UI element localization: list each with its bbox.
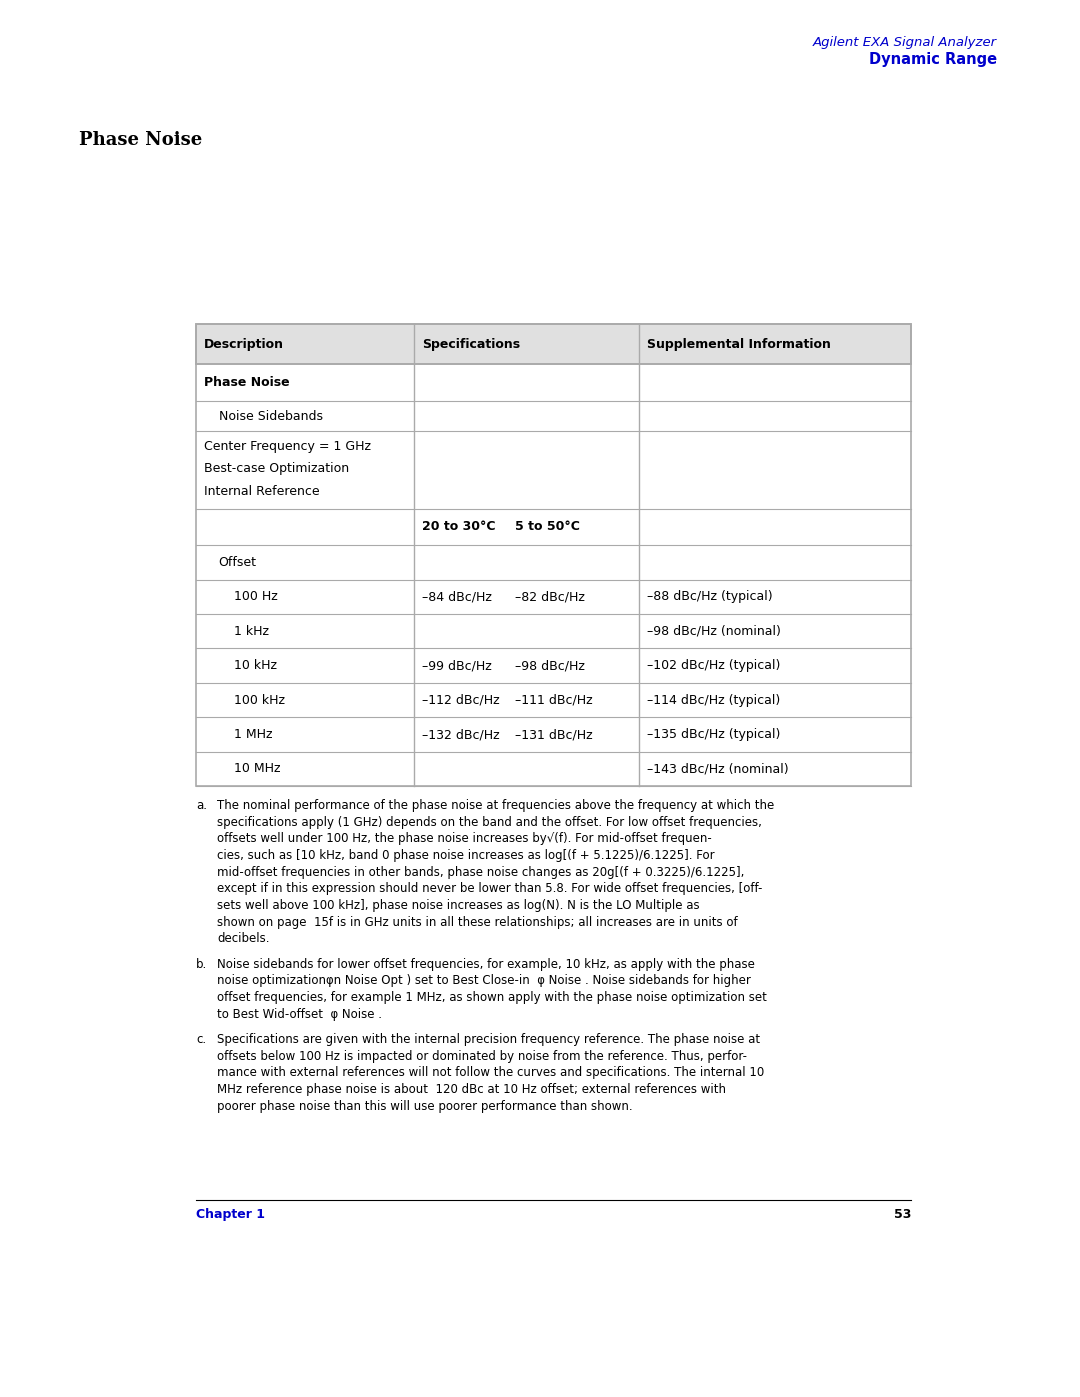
Text: Specifications are given with the internal precision frequency reference. The ph: Specifications are given with the intern…: [217, 1032, 760, 1046]
Text: Noise Sidebands: Noise Sidebands: [218, 409, 323, 423]
Text: offsets below 100 Hz is impacted or dominated by noise from the reference. Thus,: offsets below 100 Hz is impacted or domi…: [217, 1049, 747, 1063]
Text: 100 kHz: 100 kHz: [233, 693, 285, 707]
Text: –84 dBc/Hz: –84 dBc/Hz: [421, 591, 491, 604]
Text: b.: b.: [197, 958, 207, 971]
Text: offsets well under 100 Hz, the phase noise increases by√(f). For mid-offset freq: offsets well under 100 Hz, the phase noi…: [217, 833, 712, 845]
Text: decibels.: decibels.: [217, 932, 270, 946]
Text: –82 dBc/Hz: –82 dBc/Hz: [514, 591, 584, 604]
Text: Center Frequency = 1 GHz: Center Frequency = 1 GHz: [204, 440, 370, 453]
Text: Description: Description: [204, 338, 284, 351]
Text: –99 dBc/Hz: –99 dBc/Hz: [421, 659, 491, 672]
Text: offset frequencies, for example 1 MHz, as shown apply with the phase noise optim: offset frequencies, for example 1 MHz, a…: [217, 990, 767, 1004]
Text: Supplemental Information: Supplemental Information: [647, 338, 831, 351]
Text: 100 Hz: 100 Hz: [233, 591, 278, 604]
Text: Agilent EXA Signal Analyzer: Agilent EXA Signal Analyzer: [813, 36, 997, 49]
Text: –114 dBc/Hz (typical): –114 dBc/Hz (typical): [647, 693, 780, 707]
Text: Phase Noise: Phase Noise: [79, 131, 202, 149]
Text: specifications apply (1 GHz) depends on the band and the offset. For low offset : specifications apply (1 GHz) depends on …: [217, 816, 761, 828]
Text: Chapter 1: Chapter 1: [197, 1208, 265, 1221]
Text: –102 dBc/Hz (typical): –102 dBc/Hz (typical): [647, 659, 780, 672]
Text: mance with external references will not follow the curves and specifications. Th: mance with external references will not …: [217, 1066, 765, 1080]
Text: a.: a.: [197, 799, 207, 812]
Text: except if in this expression should never be lower than 5.8. For wide offset fre: except if in this expression should neve…: [217, 883, 762, 895]
Text: 5 to 50°C: 5 to 50°C: [514, 521, 580, 534]
Text: 1 MHz: 1 MHz: [233, 728, 272, 740]
Bar: [197, 324, 910, 365]
Text: Dynamic Range: Dynamic Range: [868, 52, 997, 67]
Text: cies, such as [10 kHz, band 0 phase noise increases as log[(f + 5.1225)/6.1225].: cies, such as [10 kHz, band 0 phase nois…: [217, 849, 715, 862]
Text: Phase Noise: Phase Noise: [204, 376, 289, 390]
Text: sets well above 100 kHz], phase noise increases as log(N). N is the LO Multiple : sets well above 100 kHz], phase noise in…: [217, 900, 700, 912]
Text: –143 dBc/Hz (nominal): –143 dBc/Hz (nominal): [647, 763, 788, 775]
Text: poorer phase noise than this will use poorer performance than shown.: poorer phase noise than this will use po…: [217, 1099, 633, 1113]
Text: Internal Reference: Internal Reference: [204, 485, 320, 497]
Text: –132 dBc/Hz: –132 dBc/Hz: [421, 728, 499, 740]
Text: Best-case Optimization: Best-case Optimization: [204, 462, 349, 475]
Text: Noise sidebands for lower offset frequencies, for example, 10 kHz, as apply with: Noise sidebands for lower offset frequen…: [217, 958, 755, 971]
Text: –98 dBc/Hz: –98 dBc/Hz: [514, 659, 584, 672]
Text: –98 dBc/Hz (nominal): –98 dBc/Hz (nominal): [647, 624, 781, 638]
Text: 10 kHz: 10 kHz: [233, 659, 276, 672]
Text: noise optimizationφn Noise Opt ) set to Best Close-in  φ Noise . Noise sidebands: noise optimizationφn Noise Opt ) set to …: [217, 975, 751, 988]
Text: MHz reference phase noise is about  120 dBc at 10 Hz offset; external references: MHz reference phase noise is about 120 d…: [217, 1083, 726, 1097]
Text: –131 dBc/Hz: –131 dBc/Hz: [514, 728, 592, 740]
Text: shown on page  15f is in GHz units in all these relationships; all increases are: shown on page 15f is in GHz units in all…: [217, 916, 738, 929]
Text: c.: c.: [197, 1032, 206, 1046]
Text: Specifications: Specifications: [421, 338, 519, 351]
Text: –112 dBc/Hz: –112 dBc/Hz: [421, 693, 499, 707]
Text: 10 MHz: 10 MHz: [233, 763, 281, 775]
Text: –88 dBc/Hz (typical): –88 dBc/Hz (typical): [647, 591, 772, 604]
Text: –111 dBc/Hz: –111 dBc/Hz: [514, 693, 592, 707]
Bar: [197, 324, 910, 787]
Text: The nominal performance of the phase noise at frequencies above the frequency at: The nominal performance of the phase noi…: [217, 799, 774, 812]
Text: to Best Wid-offset  φ Noise .: to Best Wid-offset φ Noise .: [217, 1007, 382, 1021]
Text: 53: 53: [893, 1208, 910, 1221]
Text: Offset: Offset: [218, 556, 257, 569]
Text: –135 dBc/Hz (typical): –135 dBc/Hz (typical): [647, 728, 780, 740]
Text: 1 kHz: 1 kHz: [233, 624, 269, 638]
Text: mid-offset frequencies in other bands, phase noise changes as 20g[(f + 0.3225)/6: mid-offset frequencies in other bands, p…: [217, 866, 744, 879]
Text: 20 to 30°C: 20 to 30°C: [421, 521, 495, 534]
